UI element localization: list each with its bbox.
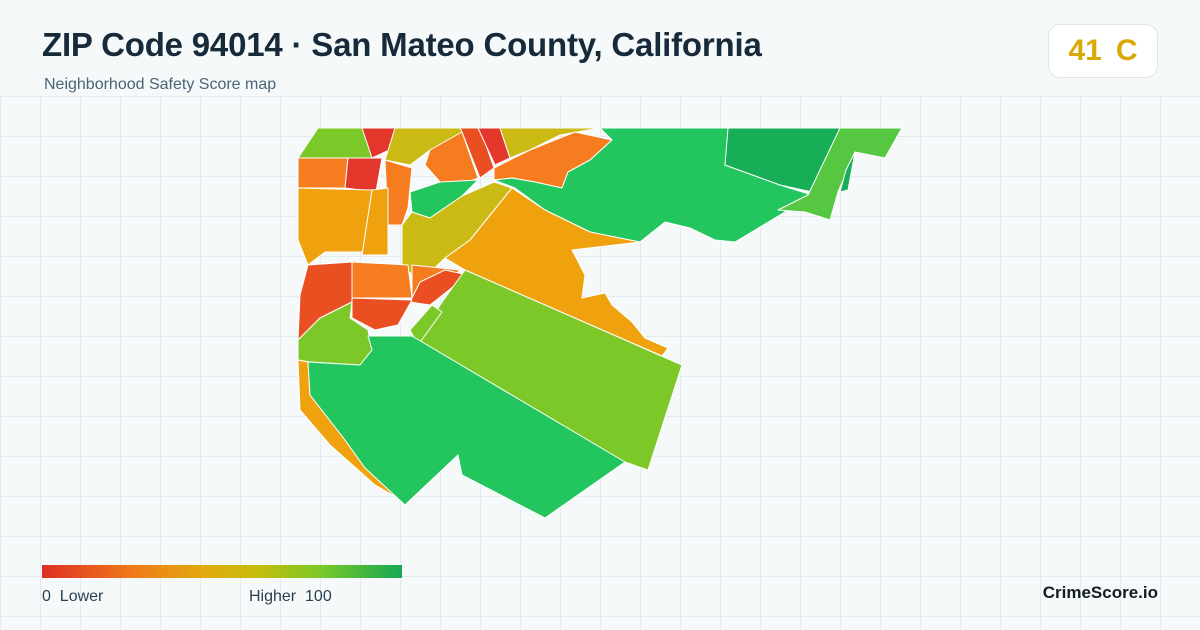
page-subtitle: Neighborhood Safety Score map (44, 76, 277, 93)
legend-low-text: Lower (59, 588, 104, 605)
map-region[interactable] (724, 127, 841, 193)
score-grade: C (1115, 34, 1138, 67)
map-region[interactable] (444, 187, 669, 357)
map-region[interactable] (351, 297, 413, 331)
score-value: 41 (1068, 34, 1102, 67)
brand-logo-text[interactable]: CrimeScore.io (1042, 583, 1158, 602)
map-region[interactable] (409, 269, 469, 306)
map-region[interactable] (297, 127, 373, 159)
legend-high-label: Higher 100 (249, 588, 332, 606)
map-region[interactable] (777, 127, 903, 221)
map-region[interactable] (351, 261, 413, 299)
legend-low-label: 0 Lower (42, 588, 103, 606)
page-title: ZIP Code 94014 · San Mateo County, Calif… (42, 26, 762, 63)
map-region[interactable] (384, 159, 413, 226)
map-region[interactable] (307, 335, 626, 519)
legend-gradient-bar (42, 565, 402, 578)
legend-low-value: 0 (42, 588, 51, 605)
map-region[interactable] (297, 157, 349, 189)
map-region[interactable] (361, 187, 389, 256)
map-region[interactable] (297, 187, 373, 266)
map-region[interactable] (839, 151, 856, 193)
legend-high-text: Higher (249, 588, 297, 605)
safety-score-badge: 41 C (1048, 24, 1158, 78)
header-background (0, 0, 1200, 96)
legend-high-value: 100 (305, 588, 332, 605)
map-region[interactable] (344, 157, 383, 193)
map-region[interactable] (499, 127, 601, 159)
map-region[interactable] (459, 127, 495, 179)
